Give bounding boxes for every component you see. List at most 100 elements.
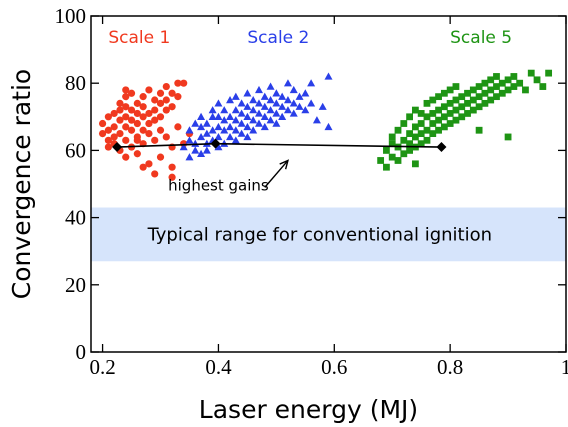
scale-5-point <box>464 100 471 107</box>
scale-1-point <box>140 103 147 110</box>
scale-5-point <box>418 110 425 117</box>
scale-2-point <box>185 126 193 133</box>
axis-ticks: 0.2 0.4 0.6 0.8 1020406080100 <box>55 4 568 379</box>
scale-2-point <box>226 123 234 130</box>
scale-1-point <box>151 137 158 144</box>
scale-5-point <box>406 147 413 154</box>
scale-5-point <box>453 117 460 124</box>
scale-5-point <box>510 83 517 90</box>
scale-2-point <box>214 99 222 106</box>
scale-2-point <box>232 93 240 100</box>
scale-2-point <box>197 113 205 120</box>
scale-5-point <box>418 120 425 127</box>
scale-5-point <box>476 83 483 90</box>
scale-1-point <box>174 93 181 100</box>
scale-2-label: Scale 2 <box>247 28 309 48</box>
scale-5-point <box>464 110 471 117</box>
scale-2-point <box>272 89 280 96</box>
scale-5-point <box>453 97 460 104</box>
scale-5-point <box>389 154 396 161</box>
scale-5-point <box>424 100 431 107</box>
scale-2-point <box>325 72 333 79</box>
scale-1-point <box>157 90 164 97</box>
scale-5-point <box>406 113 413 120</box>
scale-2-point <box>203 120 211 127</box>
y-axis-title: Convergence ratio <box>7 69 36 299</box>
scale-1-point <box>99 120 106 127</box>
scale-1-point <box>180 80 187 87</box>
scale-5-point <box>476 127 483 134</box>
scale-5-point <box>441 103 448 110</box>
scale-2-point <box>319 103 327 110</box>
scale-2-point <box>325 123 333 130</box>
scale-1-point <box>134 150 141 157</box>
plot-frame <box>91 16 566 352</box>
scale-1-label: Scale 1 <box>108 28 170 48</box>
scale-5-point <box>429 97 436 104</box>
scale-5-point <box>435 117 442 124</box>
scale-5-point <box>470 107 477 114</box>
scale-5-point <box>383 164 390 171</box>
scale-1-point <box>105 143 112 150</box>
x-tick-label: 0.2 <box>89 355 115 379</box>
scale-5-point <box>424 113 431 120</box>
scale-5-point <box>406 130 413 137</box>
scale-5-point <box>429 130 436 137</box>
gain-diamond <box>436 142 446 152</box>
scale-5-point <box>447 100 454 107</box>
scale-2-point <box>214 113 222 120</box>
scale-5-point <box>424 137 431 144</box>
scale-5-point <box>539 83 546 90</box>
scale-2-point <box>214 123 222 130</box>
y-tick-label: 60 <box>65 138 86 162</box>
band-label: Typical range for conventional ignition <box>147 224 492 245</box>
y-tick-label: 80 <box>65 71 86 95</box>
x-tick-label: 0.8 <box>437 355 463 379</box>
scale-1-point <box>140 164 147 171</box>
scale-1-point <box>122 154 129 161</box>
scale-5-point <box>395 157 402 164</box>
scale-1-point <box>134 120 141 127</box>
scale-5-point <box>482 100 489 107</box>
scale-5-point <box>487 97 494 104</box>
scale-5-point <box>441 113 448 120</box>
scale-2-point <box>191 146 199 153</box>
scale-5-point <box>400 150 407 157</box>
scale-2-point <box>313 116 321 123</box>
scale-1-point <box>168 164 175 171</box>
scale-5-point <box>516 80 523 87</box>
scale-5-point <box>522 87 529 94</box>
scale-5-point <box>470 97 477 104</box>
scale-5-point <box>528 70 535 77</box>
scale-1-point <box>168 103 175 110</box>
scale-1-point <box>111 123 118 130</box>
scale-5-point <box>435 127 442 134</box>
scale-5-point <box>418 130 425 137</box>
scale-2-point <box>220 106 228 113</box>
scale-5-point <box>458 93 465 100</box>
scale-5-point <box>499 80 506 87</box>
scale-5-point <box>458 113 465 120</box>
scale-5-point <box>435 107 442 114</box>
scale-5-label: Scale 5 <box>450 28 512 48</box>
scale-5-point <box>389 134 396 141</box>
scale-1-point <box>151 106 158 113</box>
scale-5-point <box>453 83 460 90</box>
scale-5-point <box>487 76 494 83</box>
scale-5-point <box>395 127 402 134</box>
scale-2-point <box>191 120 199 127</box>
scale-2-point <box>307 79 315 86</box>
scale-2-point <box>261 93 269 100</box>
scale-2-point <box>238 99 246 106</box>
scale-5-point <box>412 107 419 114</box>
scale-2-point <box>301 89 309 96</box>
scale-5-point <box>545 70 552 77</box>
scale-5-point <box>510 73 517 80</box>
scale-1-point <box>122 137 129 144</box>
scale-5-point <box>482 90 489 97</box>
scale-5-point <box>534 76 541 83</box>
scale-5-point <box>505 87 512 94</box>
scale-5-point <box>429 120 436 127</box>
scale-1-point <box>134 137 141 144</box>
